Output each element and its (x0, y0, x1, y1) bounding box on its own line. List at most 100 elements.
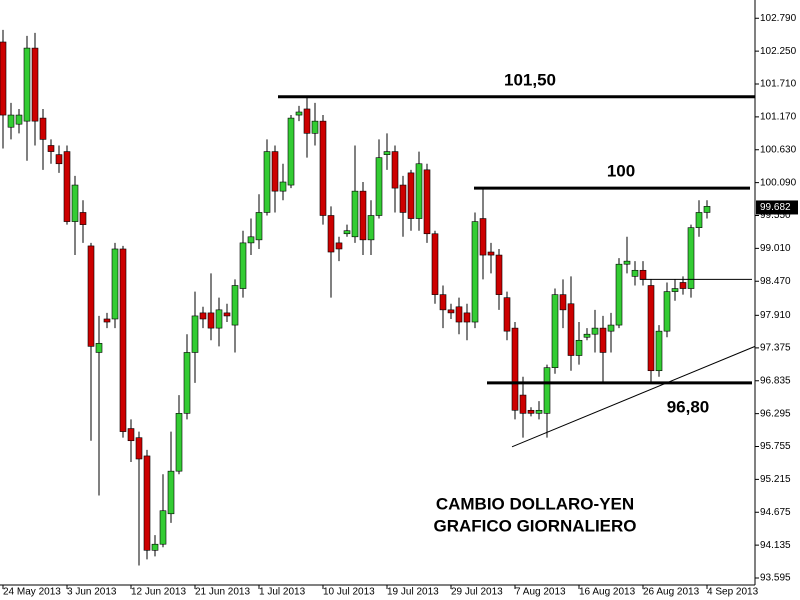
x-tick-label: 12 Jun 2013 (131, 587, 186, 598)
y-tick-label: 99.010 (760, 243, 791, 254)
candle-body (159, 510, 167, 545)
candle-body (455, 306, 463, 323)
y-tick-label: 101.710 (760, 79, 797, 90)
candle-body (231, 285, 239, 326)
candle-body (671, 288, 679, 292)
y-tick-label: 97.375 (760, 343, 791, 354)
candle-body (143, 455, 151, 551)
candle-body (103, 318, 111, 323)
candle-body (15, 114, 23, 125)
candle-body (615, 263, 623, 326)
candle-body (463, 312, 471, 323)
candle-body (415, 163, 423, 219)
candle-body (327, 215, 335, 253)
chart-title: CAMBIO DOLLARO-YEN (436, 494, 634, 513)
candle-body (167, 470, 175, 515)
candle-body (47, 145, 55, 152)
last-price-box (756, 200, 798, 215)
candle-body (543, 367, 551, 414)
chart-subtitle: GRAFICO GIORNALIERO (433, 516, 636, 535)
y-tick-label: 98.470 (760, 276, 791, 287)
x-tick-label: 19 Jul 2013 (387, 587, 439, 598)
candle-body (135, 437, 143, 460)
candle-body (511, 327, 519, 411)
candle-body (247, 236, 255, 244)
candle-body (423, 169, 431, 235)
candle-body (679, 282, 687, 289)
last-price-label: 99.682 (760, 202, 791, 213)
candle-body (303, 108, 311, 134)
x-tick-label: 7 Aug 2013 (515, 587, 566, 598)
candle-body (271, 151, 279, 192)
candle-body (31, 47, 39, 122)
candle-body (687, 227, 695, 289)
candle-body (0, 41, 7, 116)
candle-body (263, 151, 271, 213)
candle-body (599, 327, 607, 353)
x-tick-label: 16 Aug 2013 (579, 587, 636, 598)
x-tick-label: 26 Aug 2013 (643, 587, 700, 598)
x-tick-label: 24 May 2013 (3, 587, 61, 598)
candle-body (311, 120, 319, 134)
x-tick-label: 4 Sep 2013 (707, 587, 759, 598)
candle-body (367, 215, 375, 241)
candle-body (551, 294, 559, 368)
level-label: 100 (607, 162, 635, 181)
candle-body (343, 230, 351, 235)
candle-body (575, 339, 583, 356)
y-tick-label: 102.790 (760, 13, 797, 24)
candle-body (527, 409, 535, 414)
y-tick-label: 100.630 (760, 144, 797, 155)
candle-body (535, 409, 543, 414)
candle-body (215, 309, 223, 329)
y-tick-label: 102.250 (760, 46, 797, 57)
y-tick-label: 101.170 (760, 112, 797, 123)
candle-body (127, 428, 135, 442)
candle-body (175, 413, 183, 472)
level-label: 101,50 (504, 70, 556, 89)
candle-body (503, 297, 511, 332)
candle-body (631, 269, 639, 277)
candle-body (567, 303, 575, 356)
candle-body (359, 190, 367, 241)
candle-body (199, 312, 207, 320)
y-tick-label: 93.595 (760, 573, 791, 584)
candle-body (383, 151, 391, 155)
candle-body (663, 291, 671, 332)
candle-body (431, 233, 439, 295)
candle-body (607, 324, 615, 332)
y-tick-label: 99.550 (760, 210, 791, 221)
y-tick-label: 94.675 (760, 507, 791, 518)
candle-body (375, 157, 383, 216)
x-tick-label: 1 Jul 2013 (259, 587, 306, 598)
candle-body (559, 294, 567, 311)
candle-body (583, 333, 591, 338)
x-tick-label: 29 Jul 2013 (451, 587, 503, 598)
candle-body (39, 117, 47, 140)
candle-body (695, 212, 703, 228)
candle-body (623, 260, 631, 265)
candle-body (319, 120, 327, 216)
candle-body (495, 254, 503, 295)
candle-body (23, 47, 31, 122)
trend-line (511, 345, 756, 448)
candle-body (639, 269, 647, 280)
candle-body (471, 221, 479, 323)
y-tick-label: 96.295 (760, 408, 791, 419)
candle-body (351, 190, 359, 238)
candle-body (407, 172, 415, 219)
candle-body (191, 315, 199, 353)
candle-body (439, 294, 447, 311)
candle-body (63, 151, 71, 222)
candle-body (55, 154, 63, 165)
candle-body (111, 248, 119, 320)
candle-body (703, 206, 711, 213)
candle-body (647, 285, 655, 372)
candle-body (255, 212, 263, 241)
candle-body (151, 543, 159, 551)
y-tick-label: 100.090 (760, 177, 797, 188)
candle-body (447, 309, 455, 314)
candle-body (7, 114, 15, 128)
y-tick-label: 97.910 (760, 310, 791, 321)
